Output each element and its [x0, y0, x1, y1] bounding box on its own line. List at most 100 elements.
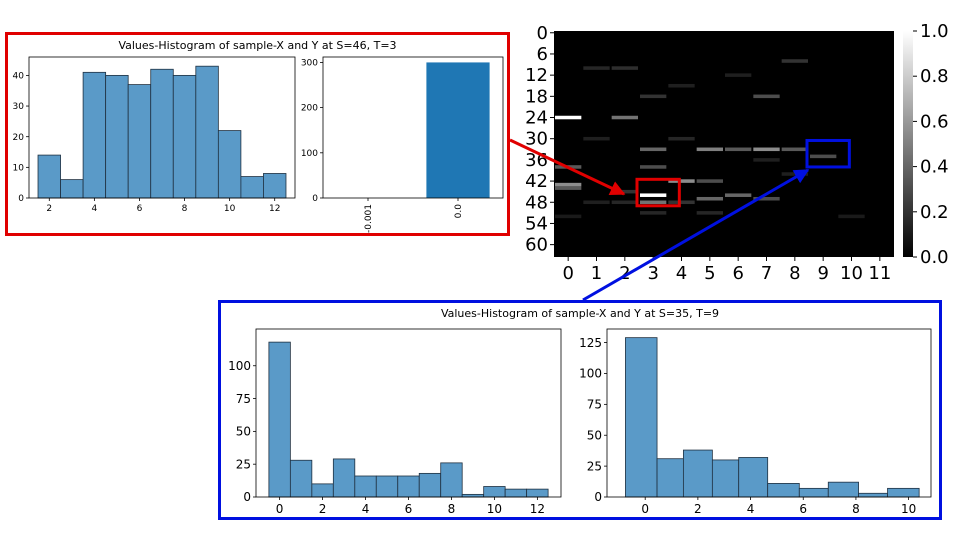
- colorbar-tick-label: 0.0: [920, 247, 949, 268]
- heatmap-xtick-label: 2: [619, 263, 630, 284]
- xtick-label: 2: [46, 204, 52, 214]
- red-callout-frame: Values-Histogram of sample-X and Y at S=…: [5, 32, 510, 236]
- heatmap-cell: [668, 136, 695, 141]
- xtick-label: 0.0: [454, 204, 464, 219]
- heatmap-xtick-label: 7: [761, 263, 772, 284]
- heatmap-cell: [611, 200, 638, 205]
- xtick-label: -0.001: [364, 204, 374, 233]
- xtick-label: 8: [852, 502, 860, 516]
- heatmap-xtick-label: 4: [676, 263, 687, 284]
- heatmap-cell: [725, 73, 752, 77]
- plot-frame: [322, 56, 504, 199]
- ytick-label: 20: [13, 133, 25, 143]
- heatmap-cell: [696, 211, 723, 215]
- heatmap-xtick-label: 9: [817, 263, 828, 284]
- xtick-label: 4: [747, 502, 755, 516]
- histogram-bar: [798, 487, 829, 498]
- histogram-bar: [397, 475, 420, 498]
- heatmap-ytick-label: 54: [525, 213, 548, 234]
- colorbar-tick-label: 1.0: [920, 21, 949, 42]
- heatmap-ytick-label: 24: [525, 108, 548, 129]
- heatmap-xtick-label: 0: [562, 263, 573, 284]
- heatmap-cell: [640, 94, 667, 99]
- histogram-bar: [656, 458, 684, 498]
- histogram-bar: [625, 337, 658, 498]
- xtick-label: 10: [901, 502, 916, 516]
- ytick-label: 100: [579, 367, 602, 381]
- histogram-bar: [268, 341, 291, 498]
- histogram-bar: [289, 459, 313, 498]
- heatmap-cell: [640, 147, 667, 152]
- heatmap-xtick-label: 1: [591, 263, 602, 284]
- heatmap-ytick-label: 0: [537, 23, 548, 44]
- xtick-label: 2: [694, 502, 702, 516]
- red-hist-x: 2 4 6 8 10 12 0 10 20 30 40: [13, 56, 296, 214]
- ytick-label: 25: [236, 457, 251, 471]
- heatmap-ytick-label: 42: [525, 171, 548, 192]
- histogram-bar: [440, 462, 463, 498]
- heatmap-cell: [555, 186, 582, 190]
- heatmap-cell: [668, 83, 695, 88]
- ytick-label: 0: [18, 194, 24, 204]
- ytick-label: 0: [312, 194, 318, 204]
- colorbar-tick-label: 0.8: [920, 66, 949, 87]
- xtick-label: 4: [92, 204, 98, 214]
- ytick-label: 100: [301, 149, 318, 159]
- heatmap-cell: [810, 154, 837, 159]
- xtick-label: 6: [405, 502, 413, 516]
- ytick-label: 125: [579, 336, 602, 350]
- histogram-bar: [37, 154, 61, 199]
- heatmap-cell: [611, 66, 638, 70]
- heatmap-cell: [583, 66, 610, 70]
- histogram-bar: [311, 483, 334, 498]
- xtick-label: 8: [182, 204, 188, 214]
- ytick-label: 0: [594, 490, 602, 504]
- ytick-label: 40: [13, 72, 25, 82]
- histogram-bar: [60, 179, 84, 199]
- ytick-label: 100: [228, 359, 251, 373]
- heatmap-cell: [753, 158, 780, 162]
- histogram-bar: [82, 71, 107, 199]
- xtick-label: 10: [487, 502, 502, 516]
- heatmap-ytick-label: 30: [525, 129, 548, 150]
- heatmap-cell: [668, 179, 695, 183]
- xtick-label: 12: [530, 502, 545, 516]
- heatmap-cell: [583, 200, 610, 205]
- histogram-bar: [682, 449, 713, 498]
- heatmap-cell: [753, 196, 780, 201]
- heatmap-highlight-box: [805, 138, 851, 169]
- heatmap-ytick-label: 48: [525, 192, 548, 213]
- heatmap-background: [554, 31, 894, 257]
- xtick-label: 12: [269, 204, 280, 214]
- heatmap-cell: [611, 115, 638, 120]
- blue-callout-frame: Values-Histogram of sample-X and Y at S=…: [218, 300, 942, 520]
- histogram-bar: [483, 486, 506, 498]
- ytick-label: 50: [587, 428, 602, 442]
- ytick-label: 50: [236, 425, 251, 439]
- histogram-bar: [263, 173, 287, 199]
- heatmap-cell: [640, 193, 667, 197]
- histogram-bar: [827, 481, 859, 498]
- histogram-bar: [240, 176, 264, 199]
- histogram-bar: [150, 68, 174, 199]
- histogram-bar: [332, 458, 356, 498]
- heatmap-xtick-label: 5: [704, 263, 715, 284]
- ytick-label: 30: [13, 102, 25, 112]
- heatmap-cell: [725, 147, 752, 152]
- heatmap-cell: [555, 214, 582, 219]
- histogram-bar: [354, 475, 377, 498]
- heatmap-cell: [753, 147, 780, 152]
- ytick-label: 10: [13, 163, 25, 173]
- heatmap-cell: [640, 200, 667, 205]
- red-callout-title: Values-Histogram of sample-X and Y at S=…: [118, 39, 397, 52]
- histogram-bar: [172, 74, 197, 199]
- heatmap-xtick-label: 6: [732, 263, 743, 284]
- red-hist-y: -0.001 0.0 0 100 200 300: [301, 56, 504, 233]
- red-callout-arrow: [509, 138, 626, 196]
- heatmap-cell: [583, 136, 610, 141]
- blue-callout-arrow: [582, 168, 810, 302]
- heatmap-ytick-label: 6: [537, 44, 548, 65]
